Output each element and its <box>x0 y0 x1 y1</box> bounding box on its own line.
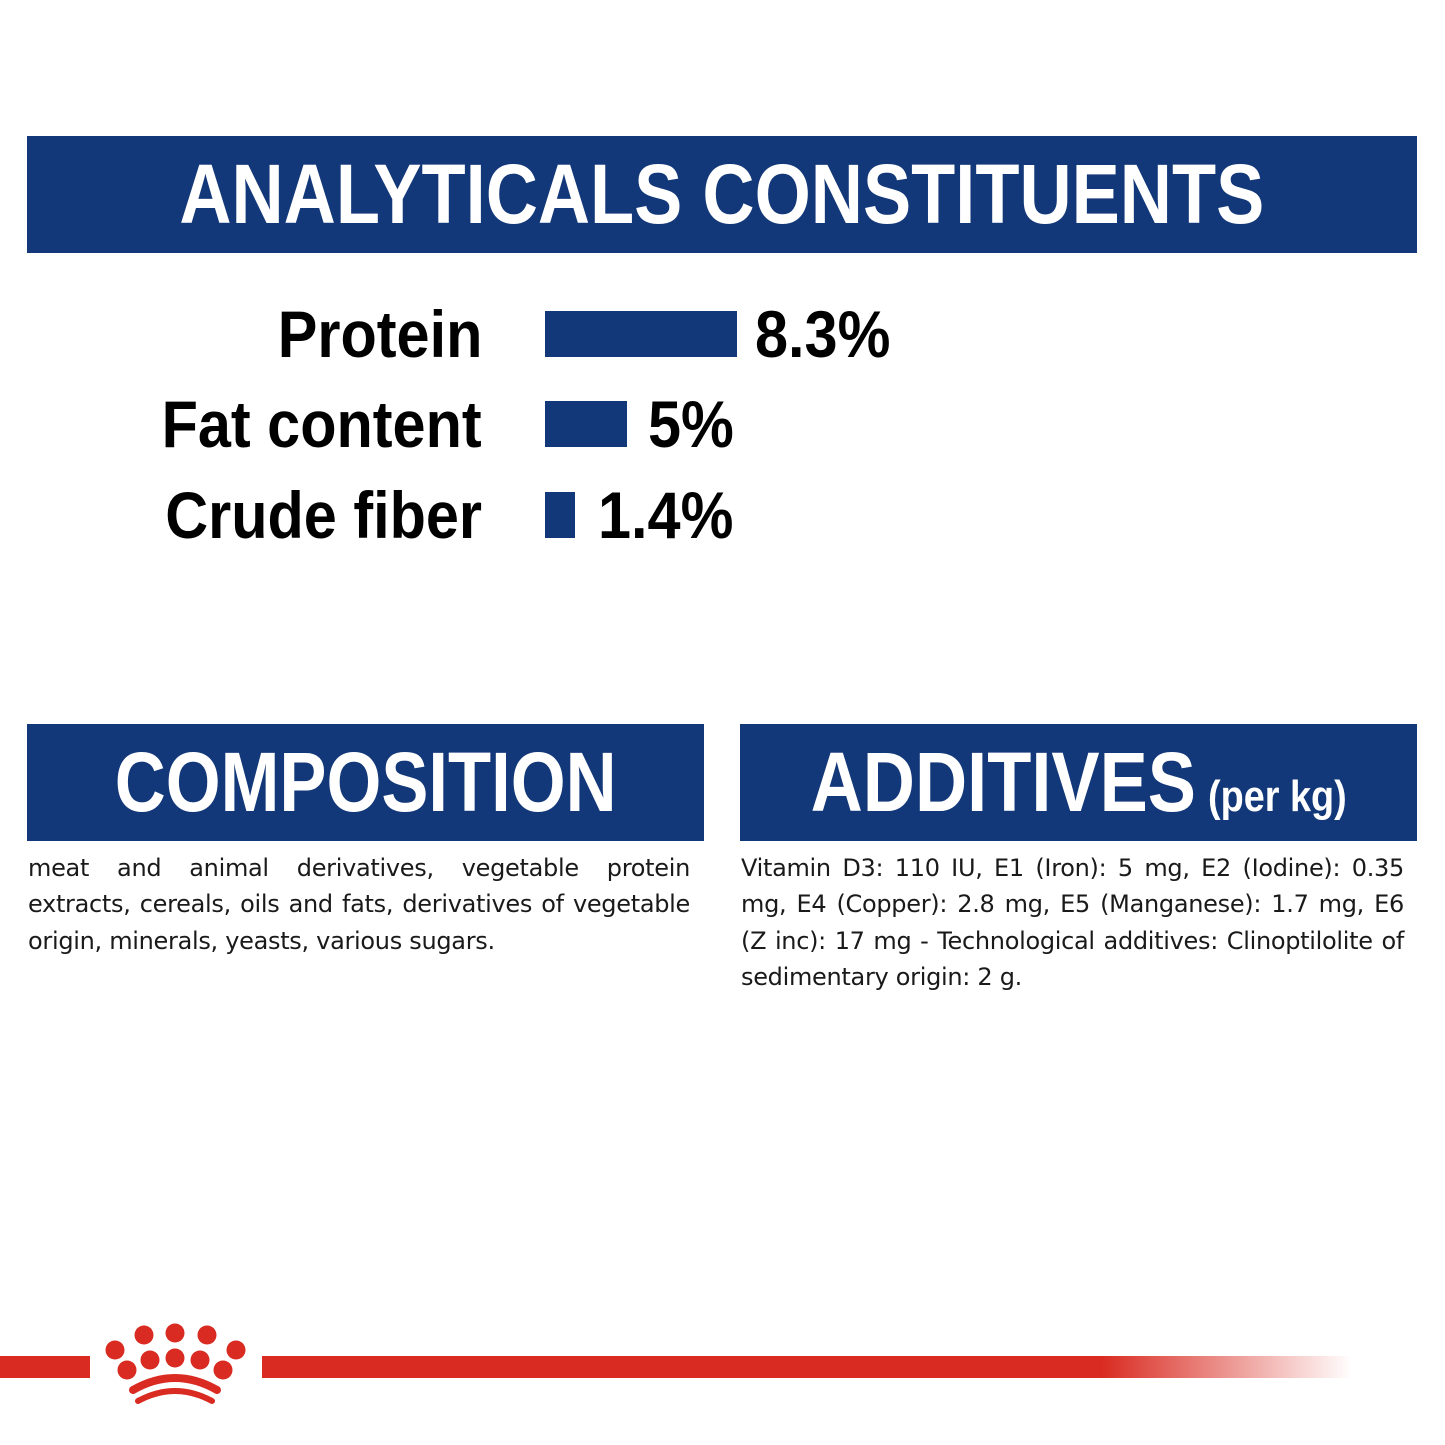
constituent-bar <box>545 492 575 538</box>
constituent-value: 8.3% <box>755 297 891 371</box>
crown-icon <box>105 1323 246 1404</box>
constituent-bar <box>545 401 627 447</box>
composition-text: meat and animal derivatives, vegetable p… <box>28 854 690 955</box>
constituent-label: Fat content <box>161 387 482 461</box>
constituent-row-protein: Protein 8.3% <box>0 299 1000 369</box>
analytical-constituents-header: ANALYTICALS CONSTITUENTS <box>27 136 1417 253</box>
red-stripe-right <box>262 1356 1352 1378</box>
constituent-label: Protein <box>277 297 482 371</box>
constituent-label: Crude fiber <box>165 478 482 552</box>
constituent-row-fiber: Crude fiber 1.4% <box>0 480 1000 550</box>
constituent-value: 1.4% <box>598 478 734 552</box>
constituent-row-fat: Fat content 5% <box>0 389 1000 459</box>
additives-text: Vitamin D3: 110 IU, E1 (Iron): 5 mg, E2 … <box>741 854 1404 991</box>
additives-title: ADDITIVES <box>810 735 1196 829</box>
composition-title: COMPOSITION <box>114 735 617 829</box>
additives-header: ADDITIVES (per kg) <box>740 724 1417 841</box>
analytical-title: ANALYTICALS CONSTITUENTS <box>179 147 1265 241</box>
composition-header: COMPOSITION <box>27 724 704 841</box>
red-stripe-left <box>0 1356 90 1378</box>
constituent-value: 5% <box>648 387 734 461</box>
constituent-bar <box>545 311 737 357</box>
additives-subtitle: (per kg) <box>1207 772 1347 821</box>
brand-footer <box>0 1323 1352 1404</box>
